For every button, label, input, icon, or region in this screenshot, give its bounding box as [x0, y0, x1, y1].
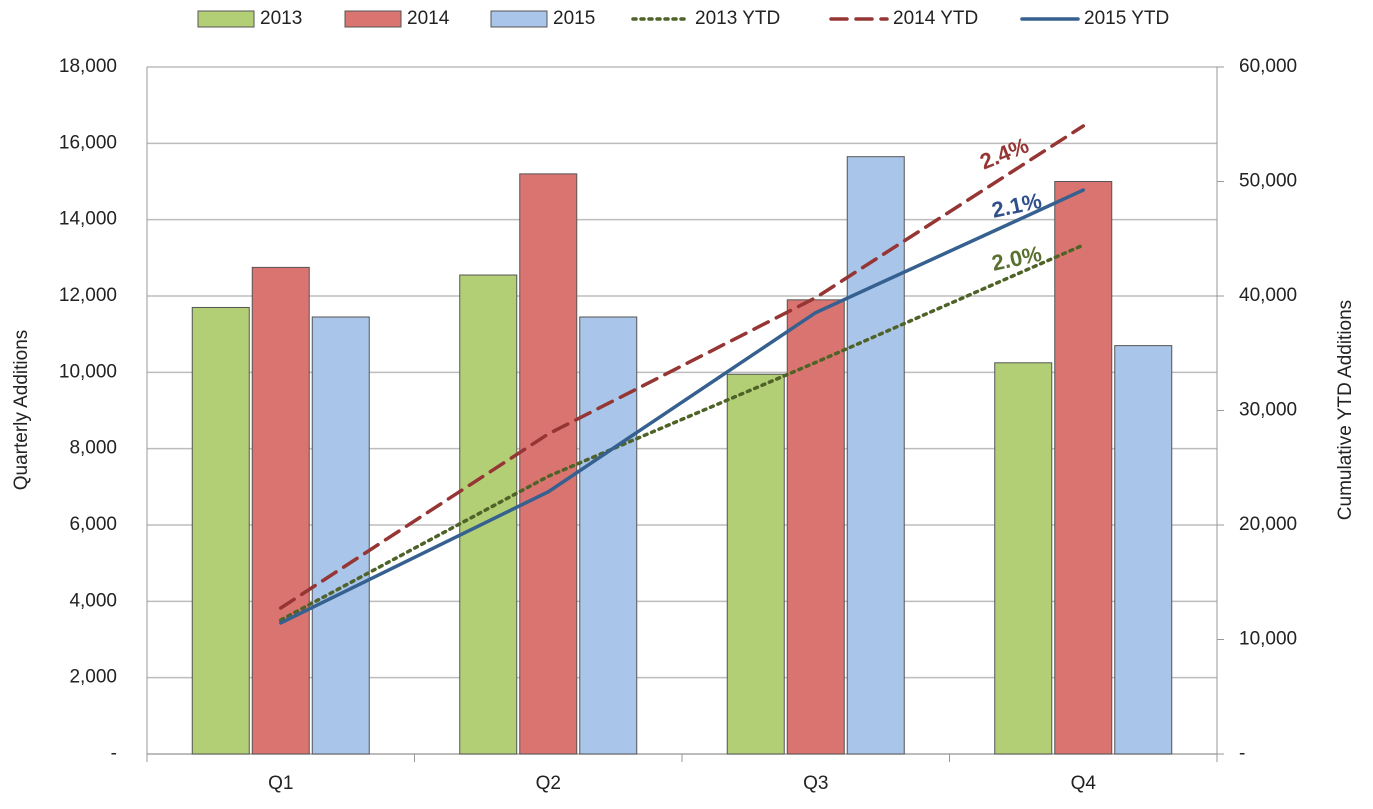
- bar: [311, 316, 370, 755]
- annotation: 2.4%: [976, 132, 1032, 174]
- legend-label: 2015 YTD: [1084, 8, 1169, 29]
- bar: [191, 306, 250, 755]
- legend-swatch: [490, 10, 548, 28]
- legend-swatch: [344, 10, 402, 28]
- bar: [519, 173, 578, 755]
- bar: [994, 362, 1053, 755]
- y-tick-label: 2,000: [69, 667, 117, 688]
- legend-label: 2015: [553, 8, 595, 29]
- y2-axis-title: Cumulative YTD Additions: [1335, 300, 1356, 520]
- bar: [1054, 181, 1113, 755]
- y2-tick-label: 20,000: [1239, 514, 1297, 535]
- y2-tick-label: 40,000: [1239, 285, 1297, 306]
- y2-tick-label: -: [1239, 743, 1245, 764]
- y-tick-label: 16,000: [59, 132, 117, 153]
- y2-tick-label: 10,000: [1239, 629, 1297, 650]
- y-tick-label: -: [111, 743, 117, 764]
- bar: [1114, 345, 1173, 755]
- line: [279, 188, 1085, 625]
- x-tick-label: Q2: [536, 773, 561, 794]
- y-tick-label: 8,000: [69, 438, 117, 459]
- y2-tick-label: 50,000: [1239, 171, 1297, 192]
- legend-label: 2013 YTD: [695, 8, 780, 29]
- legend-label: 2013: [260, 8, 302, 29]
- y-axis-title: Quarterly Additions: [11, 330, 32, 491]
- y-tick-label: 6,000: [69, 514, 117, 535]
- legend-swatch: [197, 10, 255, 28]
- y2-tick-label: 30,000: [1239, 400, 1297, 421]
- y-tick-label: 12,000: [59, 285, 117, 306]
- bar: [459, 274, 518, 755]
- x-tick-label: Q3: [803, 773, 828, 794]
- bar: [726, 373, 785, 755]
- bar: [846, 156, 905, 755]
- legend-label: 2014 YTD: [893, 8, 978, 29]
- y2-tick-label: 60,000: [1239, 56, 1297, 77]
- x-tick-label: Q4: [1071, 773, 1097, 794]
- y-tick-label: 4,000: [69, 590, 117, 611]
- y-tick-label: 18,000: [59, 56, 117, 77]
- legend-label: 2014: [407, 8, 450, 29]
- y-tick-label: 10,000: [59, 361, 117, 382]
- bar: [251, 266, 310, 755]
- bar: [579, 316, 638, 755]
- bar: [786, 299, 845, 755]
- annotation: 2.1%: [990, 188, 1044, 223]
- x-tick-label: Q1: [268, 773, 293, 794]
- annotation: 2.0%: [990, 241, 1044, 276]
- line: [279, 243, 1085, 622]
- line: [279, 124, 1085, 610]
- y-tick-label: 14,000: [59, 209, 117, 230]
